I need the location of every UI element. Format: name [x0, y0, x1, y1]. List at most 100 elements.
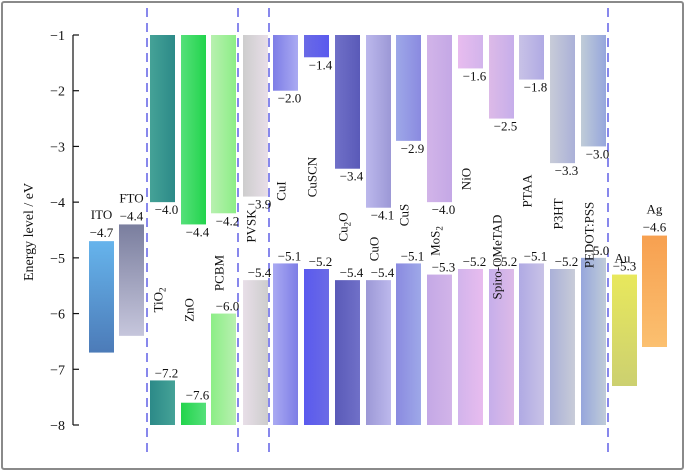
ito-bar [89, 241, 114, 353]
cui-label: CuI [274, 181, 289, 201]
p3ht-lower-bar [550, 269, 575, 425]
pvsk-vb-label: −5.4 [248, 265, 272, 280]
p3ht-cb-label: −3.3 [555, 163, 579, 178]
mos2-cb-label: −4.0 [432, 202, 456, 217]
ag-label: Ag [647, 202, 663, 217]
cu2o-lower-bar [335, 280, 360, 425]
cu2o-cb-label: −3.4 [340, 169, 364, 184]
ito-label: ITO [91, 207, 112, 222]
mos2-label: MoS2 [428, 226, 445, 256]
y-tick-label: −2 [50, 85, 65, 100]
spiro-ometad-vb-label: −5.2 [494, 254, 518, 269]
au-value-label: −5.3 [613, 259, 637, 274]
ag-bar [642, 235, 667, 347]
pedot-pss-lower-bar [581, 257, 606, 425]
pcbm-label: PCBM [212, 254, 227, 291]
tio2-lower-bar [150, 380, 175, 425]
cuo-lower-bar [366, 280, 391, 425]
cuscn-label: CuSCN [305, 156, 320, 197]
p3ht-label: P3HT [551, 198, 566, 229]
nio-label: NiO [459, 168, 474, 190]
y-tick-label: −6 [50, 308, 65, 323]
tio2-label: TiO2 [151, 288, 168, 313]
pedot-pss-upper-bar [581, 35, 606, 147]
nio-vb-label: −5.2 [463, 254, 487, 269]
pcbm-lower-bar [211, 313, 236, 425]
y-tick-label: −5 [50, 252, 65, 267]
cui-upper-bar [273, 35, 298, 91]
cuo-vb-label: −5.4 [371, 265, 395, 280]
au-label: Au [615, 251, 631, 266]
zno-label: ZnO [182, 298, 197, 322]
pvsk-cb-label: −3.9 [248, 197, 272, 212]
zno-vb-label: −7.6 [186, 388, 210, 403]
y-tick-label: −4 [50, 196, 65, 211]
cuscn-cb-label: −1.4 [309, 57, 333, 72]
nio-lower-bar [458, 269, 483, 425]
spiro-ometad-cb-label: −2.5 [494, 119, 518, 134]
cuscn-upper-bar [304, 35, 329, 58]
mos2-upper-bar [427, 35, 452, 203]
ag-value-label: −4.6 [643, 220, 667, 235]
au-bar [612, 274, 637, 386]
y-axis-label: Energy level / eV [22, 183, 37, 281]
band-bars [89, 35, 667, 425]
cuscn-lower-bar [304, 269, 329, 425]
cui-vb-label: −5.1 [278, 248, 302, 263]
cus-vb-label: −5.1 [401, 248, 425, 263]
y-axis: −1 −2 −3 −4 −5 −6 −7 −8 [50, 29, 79, 434]
mos2-vb-label: −5.3 [432, 260, 456, 275]
cui-cb-label: −2.0 [278, 91, 302, 106]
fto-label: FTO [119, 190, 143, 205]
pcbm-vb-label: −6.0 [216, 299, 240, 314]
y-tick-label: −8 [50, 419, 65, 434]
spiro-ometad-lower-bar [489, 269, 514, 425]
tio2-cb-label: −4.0 [155, 202, 179, 217]
pedot-pss-label: PEDOT:PSS [582, 202, 597, 269]
pedot-pss-vb-label: −5.0 [586, 243, 610, 258]
spiro-ometad-label: Spiro-OMeTAD [490, 215, 505, 300]
cus-label: CuS [397, 204, 412, 226]
cuo-label: CuO [367, 237, 382, 262]
y-tick-label: −7 [50, 363, 65, 378]
cus-upper-bar [396, 35, 421, 141]
nio-cb-label: −1.6 [463, 68, 487, 83]
y-tick-label: −3 [50, 140, 65, 155]
cuo-upper-bar [366, 35, 391, 208]
ito-value-label: −4.7 [90, 225, 114, 240]
tio2-upper-bar [150, 35, 175, 203]
cu2o-vb-label: −5.4 [340, 265, 364, 280]
ptaa-label: PTAA [520, 174, 535, 208]
cu2o-label: Cu2O [336, 212, 353, 241]
cus-cb-label: −2.9 [401, 141, 425, 156]
fto-bar [119, 224, 144, 336]
spiro-ometad-upper-bar [489, 35, 514, 119]
y-tick-label: −1 [50, 29, 65, 44]
ptaa-cb-label: −1.8 [524, 80, 548, 95]
tio2-vb-label: −7.2 [155, 365, 179, 380]
cuo-cb-label: −4.1 [371, 208, 395, 223]
pedot-pss-cb-label: −3.0 [586, 146, 610, 161]
pcbm-cb-label: −4.2 [216, 213, 240, 228]
zno-upper-bar [181, 35, 206, 225]
cuscn-vb-label: −5.2 [309, 254, 333, 269]
nio-upper-bar [458, 35, 483, 69]
cui-lower-bar [273, 263, 298, 425]
bar-labels: −4.7 ITO −4.4 FTO −4.0 −7.2 TiO2 −4.4 −7.6 ZnO −4.… [90, 57, 667, 402]
pvsk-upper-bar [243, 35, 268, 197]
pcbm-upper-bar [211, 35, 236, 214]
mos2-lower-bar [427, 274, 452, 425]
ptaa-lower-bar [519, 263, 544, 425]
pvsk-lower-bar [243, 280, 268, 425]
p3ht-vb-label: −5.2 [555, 254, 579, 269]
zno-lower-bar [181, 402, 206, 425]
ptaa-vb-label: −5.1 [524, 248, 548, 263]
fto-value-label: −4.4 [120, 208, 144, 223]
p3ht-upper-bar [550, 35, 575, 164]
ptaa-upper-bar [519, 35, 544, 80]
cu2o-upper-bar [335, 35, 360, 169]
zno-cb-label: −4.4 [186, 224, 210, 239]
pvsk-label: PVSK [244, 209, 259, 243]
cus-lower-bar [396, 263, 421, 425]
